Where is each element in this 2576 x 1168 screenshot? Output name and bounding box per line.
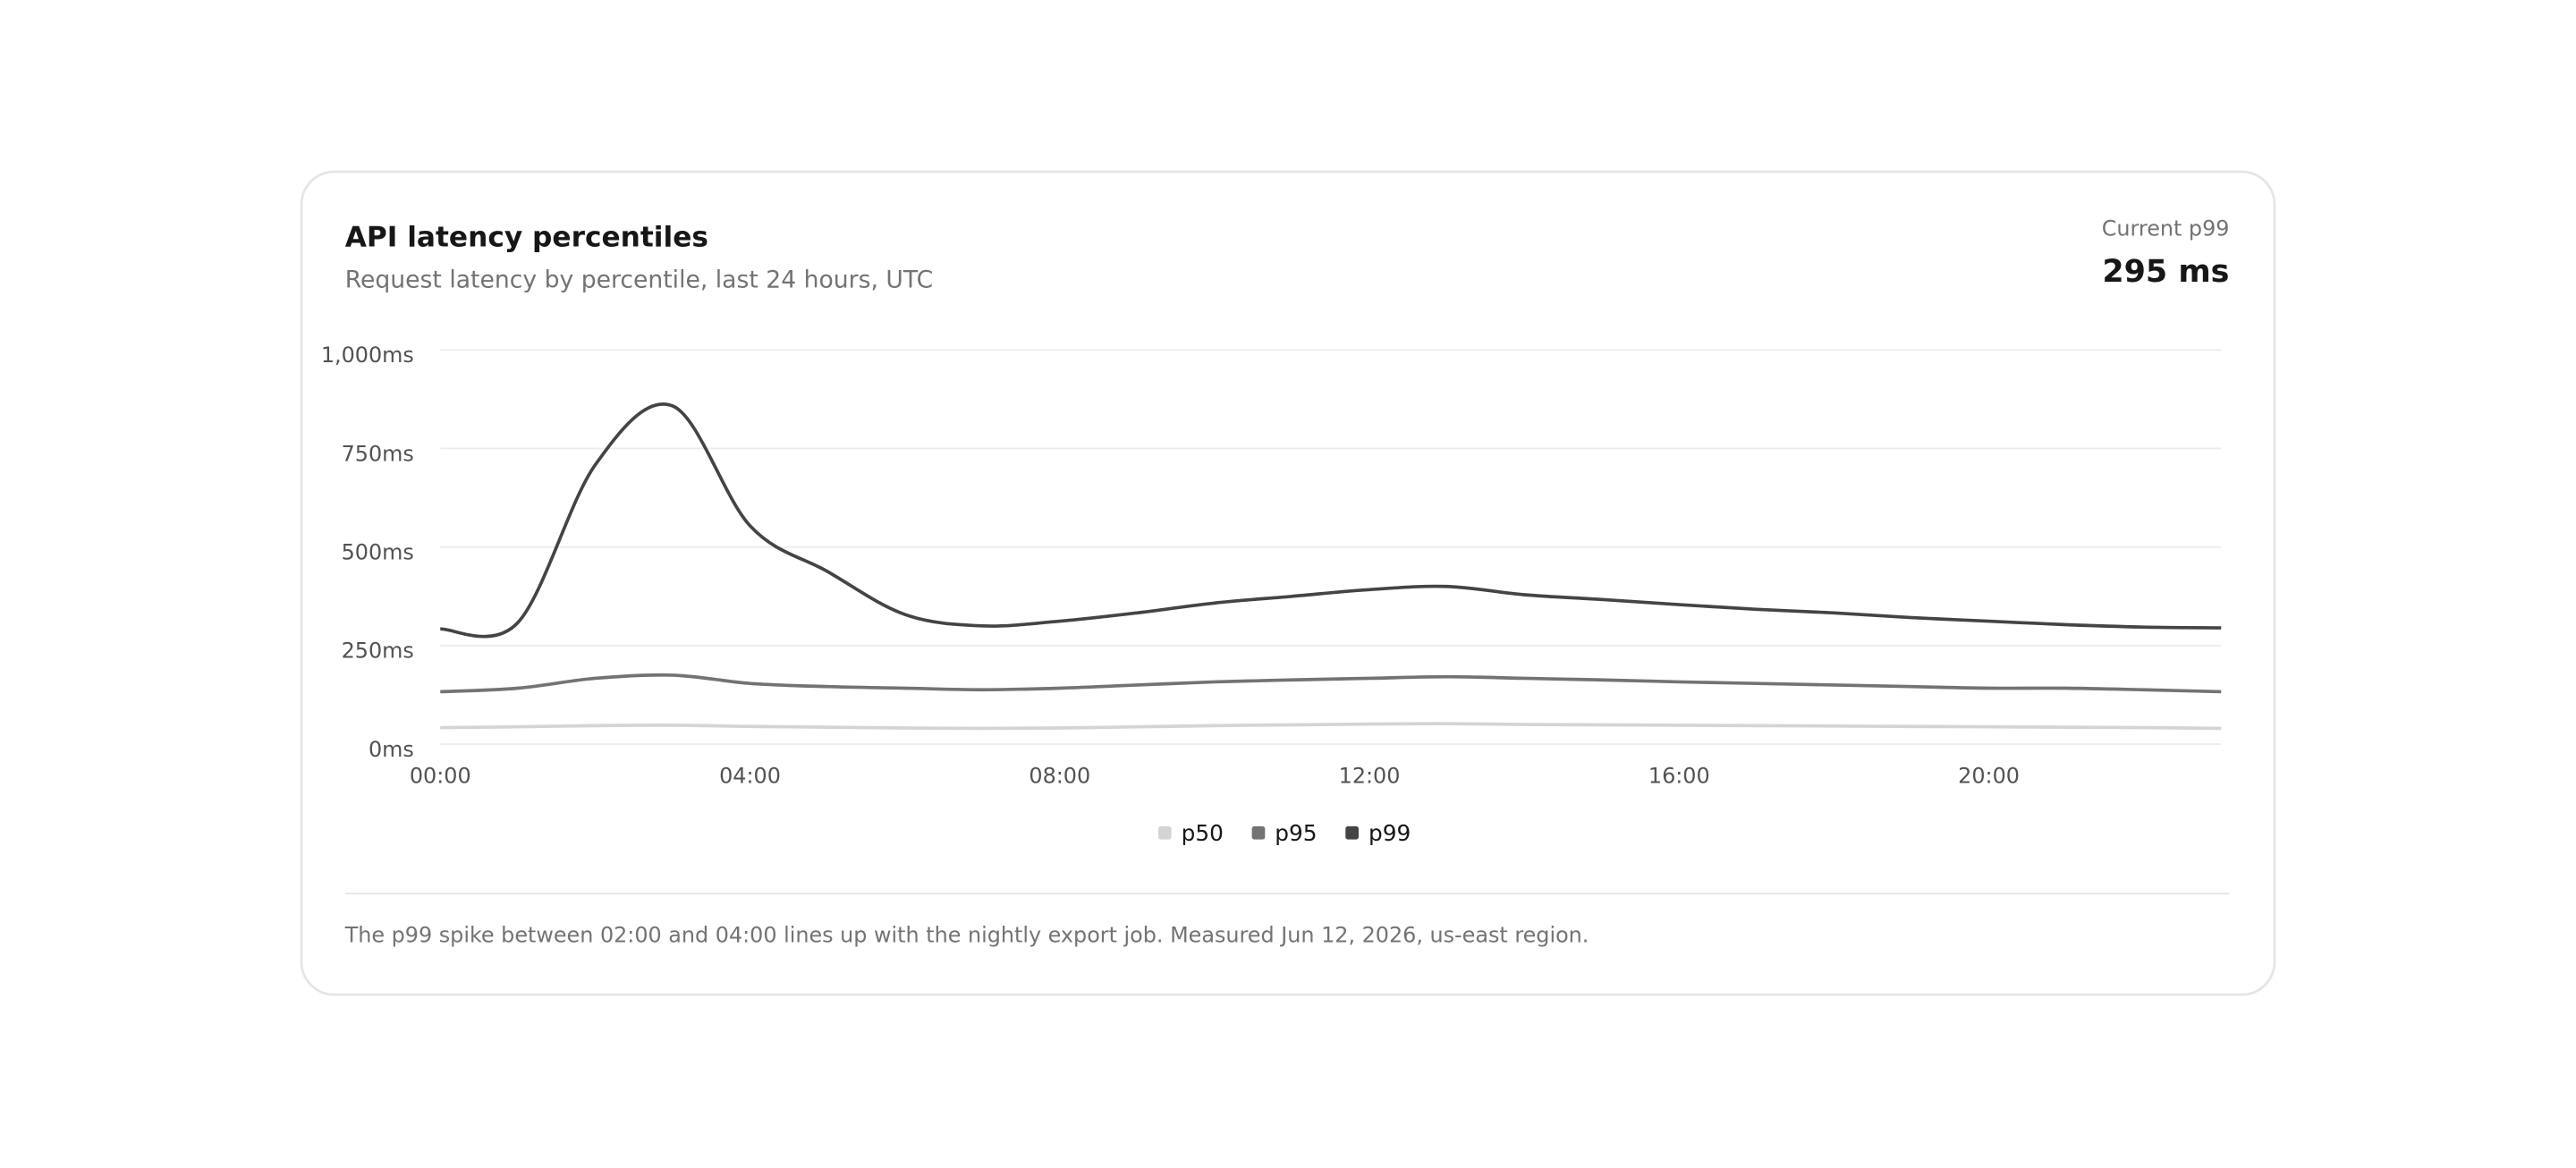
card xyxy=(300,170,2276,996)
legend-swatch xyxy=(1157,825,1172,840)
series-line xyxy=(440,402,2222,639)
y-tick-label: 1,000ms xyxy=(321,343,414,368)
card-subtitle: Request latency by percentile, last 24 h… xyxy=(345,267,933,294)
legend-label: p50 xyxy=(1182,820,1224,846)
legend-label: p95 xyxy=(1275,820,1317,846)
y-tick-label: 0ms xyxy=(369,737,414,762)
card-title: API latency percentiles xyxy=(345,221,708,253)
series-line xyxy=(440,673,2222,694)
x-tick-label: 16:00 xyxy=(1648,763,1710,788)
x-tick-label: 08:00 xyxy=(1029,763,1090,788)
y-tick-label: 250ms xyxy=(342,639,414,664)
y-tick-label: 750ms xyxy=(342,441,414,466)
current-label: Current p99 xyxy=(2102,216,2230,241)
x-tick-label: 20:00 xyxy=(1958,763,2020,788)
y-tick-label: 500ms xyxy=(342,540,414,565)
x-tick-label: 00:00 xyxy=(410,763,471,788)
footer-note: The p99 spike between 02:00 and 04:00 li… xyxy=(344,922,1589,947)
x-tick-label: 04:00 xyxy=(719,763,781,788)
x-tick-label: 12:00 xyxy=(1339,763,1401,788)
legend-swatch xyxy=(1251,825,1266,840)
plot: 0ms 250ms 500ms 750ms 1,000ms 00:00 04:00 08:00… xyxy=(321,343,2222,846)
legend-swatch xyxy=(1345,825,1359,840)
legend-label: p99 xyxy=(1368,820,1411,846)
current-value: 295 ms xyxy=(2102,254,2229,290)
series-line xyxy=(440,722,2222,731)
